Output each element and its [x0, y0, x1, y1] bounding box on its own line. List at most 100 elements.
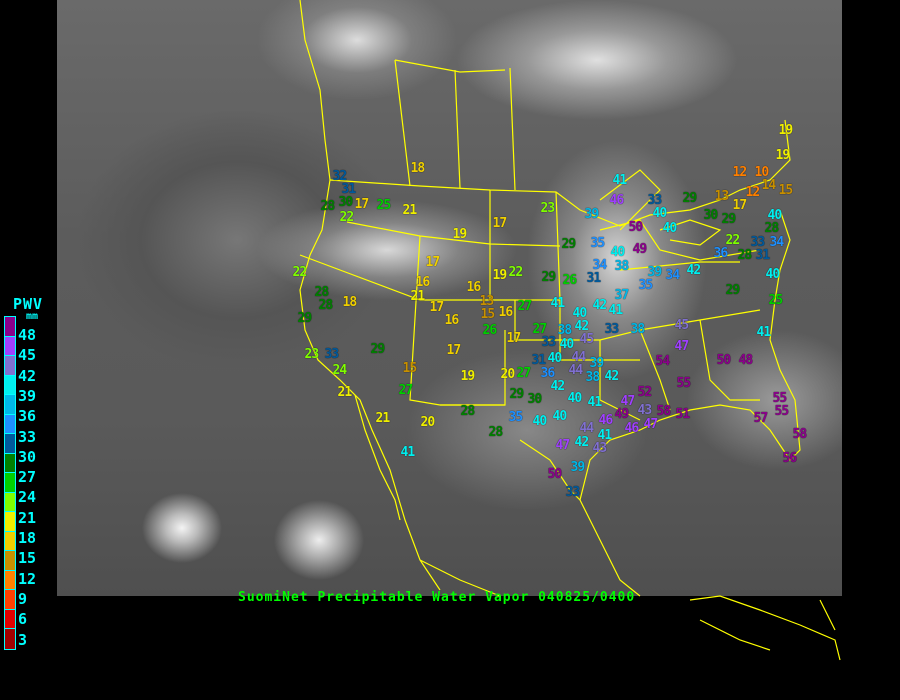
station-pwv-value: 24 — [332, 363, 348, 378]
station-pwv-value: 16 — [498, 305, 514, 320]
station-pwv-value: 42 — [686, 263, 702, 278]
station-pwv-value: 40 — [559, 337, 575, 352]
legend-swatch — [5, 434, 15, 454]
station-pwv-value: 16 — [415, 275, 431, 290]
station-pwv-value: 48 — [738, 353, 754, 368]
station-pwv-value: 37 — [614, 288, 630, 303]
station-pwv-value: 30 — [338, 195, 354, 210]
station-pwv-value: 32 — [332, 169, 348, 184]
station-pwv-value: 39 — [584, 207, 600, 222]
station-pwv-value: 52 — [637, 385, 653, 400]
legend-tick: 3 — [18, 630, 28, 649]
station-pwv-value: 41 — [587, 395, 603, 410]
map-title: SuomiNet Precipitable Water Vapor 040825… — [238, 590, 636, 605]
station-pwv-value: 28 — [764, 221, 780, 236]
station-pwv-value: 38 — [630, 322, 646, 337]
station-pwv-value: 31 — [586, 271, 602, 286]
station-pwv-value: 58 — [792, 427, 808, 442]
station-pwv-value: 45 — [674, 318, 690, 333]
station-pwv-value: 38 — [585, 370, 601, 385]
station-pwv-value: 41 — [400, 445, 416, 460]
legend-tick: 45 — [18, 346, 37, 365]
station-pwv-value: 57 — [753, 411, 769, 426]
legend-tick: 30 — [18, 447, 37, 466]
station-pwv-value: 42 — [574, 319, 590, 334]
station-pwv-value: 40 — [652, 206, 668, 221]
station-pwv-value: 22 — [339, 210, 355, 225]
station-pwv-value: 25 — [376, 198, 392, 213]
station-pwv-value: 22 — [508, 265, 524, 280]
station-pwv-value: 23 — [304, 347, 320, 362]
station-pwv-value: 39 — [570, 460, 586, 475]
station-pwv-value: 50 — [547, 467, 563, 482]
station-pwv-value: 13 — [479, 294, 495, 309]
legend-swatch — [5, 317, 15, 337]
station-pwv-value: 34 — [665, 268, 681, 283]
legend-tick: 9 — [18, 589, 28, 608]
station-pwv-value: 18 — [410, 161, 426, 176]
station-pwv-value: 39 — [589, 356, 605, 371]
station-pwv-value: 36 — [713, 246, 729, 261]
legend-tick: 15 — [18, 549, 37, 568]
station-pwv-value: 21 — [402, 203, 418, 218]
station-pwv-value: 33 — [750, 235, 766, 250]
station-pwv-value: 55 — [774, 404, 790, 419]
station-pwv-value: 28 — [460, 404, 476, 419]
station-pwv-value: 17 — [425, 255, 441, 270]
station-pwv-value: 49 — [632, 242, 648, 257]
station-pwv-value: 33 — [565, 485, 581, 500]
legend-tick: 36 — [18, 407, 37, 426]
station-pwv-value: 28 — [314, 285, 330, 300]
legend-color-bar — [4, 316, 16, 650]
legend-swatch — [5, 590, 15, 610]
station-pwv-value: 33 — [541, 335, 557, 350]
station-pwv-value: 33 — [604, 322, 620, 337]
station-pwv-value: 27 — [532, 322, 548, 337]
station-pwv-value: 51 — [675, 407, 691, 422]
legend-tick: 21 — [18, 508, 37, 527]
legend-swatch — [5, 609, 15, 629]
station-pwv-value: 36 — [540, 366, 556, 381]
station-pwv-value: 47 — [643, 417, 659, 432]
station-pwv-value: 44 — [568, 363, 584, 378]
legend-swatch — [5, 336, 15, 356]
legend-tick: 39 — [18, 386, 37, 405]
station-pwv-value: 29 — [541, 270, 557, 285]
station-pwv-value: 12 — [732, 165, 748, 180]
station-pwv-value: 15 — [480, 307, 496, 322]
station-pwv-value: 56 — [782, 451, 798, 466]
station-pwv-value: 33 — [647, 193, 663, 208]
station-pwv-value: 43 — [592, 441, 608, 456]
station-pwv-value: 46 — [624, 421, 640, 436]
station-pwv-value: 17 — [506, 331, 522, 346]
station-pwv-value: 10 — [754, 165, 770, 180]
station-pwv-value: 29 — [509, 387, 525, 402]
station-pwv-value: 29 — [297, 311, 313, 326]
station-pwv-value: 29 — [370, 342, 386, 357]
legend-swatch — [5, 570, 15, 590]
station-pwv-value: 43 — [637, 403, 653, 418]
station-pwv-value: 22 — [725, 233, 741, 248]
station-pwv-value: 40 — [532, 414, 548, 429]
station-pwv-value: 21 — [375, 411, 391, 426]
station-pwv-value: 31 — [755, 248, 771, 263]
station-pwv-value: 50 — [716, 353, 732, 368]
station-pwv-value: 40 — [765, 267, 781, 282]
station-pwv-value: 17 — [354, 197, 370, 212]
legend-tick: 12 — [18, 569, 37, 588]
station-pwv-value: 14 — [761, 178, 777, 193]
station-pwv-value: 55 — [772, 391, 788, 406]
station-pwv-value: 40 — [567, 391, 583, 406]
station-pwv-value: 42 — [592, 298, 608, 313]
legend-tick: 27 — [18, 468, 37, 487]
station-pwv-value: 42 — [574, 435, 590, 450]
station-pwv-value: 21 — [410, 289, 426, 304]
station-pwv-value: 38 — [557, 323, 573, 338]
station-pwv-value: 40 — [662, 221, 678, 236]
legend-swatch — [5, 492, 15, 512]
station-pwv-value: 21 — [337, 385, 353, 400]
legend-tick: 48 — [18, 326, 37, 344]
station-pwv-value: 20 — [500, 367, 516, 382]
